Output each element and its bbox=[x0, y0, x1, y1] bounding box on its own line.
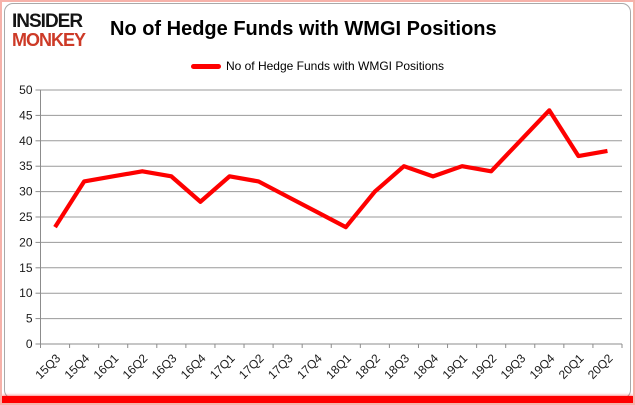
legend-label: No of Hedge Funds with WMGI Positions bbox=[225, 59, 445, 73]
y-axis-tick-label: 0 bbox=[26, 337, 33, 351]
page-title: No of Hedge Funds with WMGI Positions bbox=[110, 18, 497, 40]
x-axis-tick-label: 15Q4 bbox=[62, 351, 93, 382]
series-line bbox=[53, 108, 608, 230]
x-axis-tick-label: 20Q2 bbox=[585, 351, 616, 382]
x-axis-tick-label: 16Q3 bbox=[149, 351, 180, 382]
y-axis-tick-label: 10 bbox=[19, 286, 33, 300]
bottom-red-bar bbox=[2, 396, 633, 403]
x-axis-tick-label: 16Q4 bbox=[178, 351, 209, 382]
y-axis-tick-label: 50 bbox=[19, 83, 33, 97]
y-axis-tick-label: 45 bbox=[19, 108, 33, 122]
x-axis-tick-label: 17Q2 bbox=[236, 351, 267, 382]
y-axis-tick-label: 35 bbox=[19, 159, 33, 173]
x-axis-tick-label: 18Q3 bbox=[381, 351, 412, 382]
y-axis-tick-label: 15 bbox=[19, 261, 33, 275]
x-axis-tick-label: 19Q1 bbox=[440, 351, 471, 382]
x-axis-tick-label: 20Q1 bbox=[556, 351, 587, 382]
x-axis-tick-label: 18Q1 bbox=[323, 351, 354, 382]
x-axis-tick-label: 18Q2 bbox=[352, 351, 383, 382]
y-axis-tick-label: 5 bbox=[26, 312, 33, 326]
insider-monkey-logo: INSIDER MONKEY bbox=[12, 11, 86, 50]
x-axis-tick-label: 17Q1 bbox=[207, 351, 238, 382]
y-axis-tick-label: 30 bbox=[19, 185, 33, 199]
legend-line-icon bbox=[190, 63, 221, 69]
x-axis-tick-label: 19Q2 bbox=[469, 351, 500, 382]
x-axis-tick-label: 18Q4 bbox=[410, 351, 441, 382]
chart-legend: No of Hedge Funds with WMGI Positions bbox=[2, 59, 633, 73]
x-axis-tick-label: 19Q3 bbox=[498, 351, 529, 382]
x-axis-tick-label: 19Q4 bbox=[527, 351, 558, 382]
x-axis-tick-label: 15Q3 bbox=[32, 351, 63, 382]
logo-line-monkey: MONKEY bbox=[12, 29, 86, 50]
x-axis-tick-label: 17Q3 bbox=[265, 351, 296, 382]
x-axis-tick-label: 16Q1 bbox=[91, 351, 122, 382]
logo-line-insider: INSIDER bbox=[12, 11, 83, 32]
x-axis-tick-label: 16Q2 bbox=[120, 351, 151, 382]
y-axis-tick-label: 25 bbox=[19, 210, 33, 224]
y-axis-tick-label: 20 bbox=[19, 235, 33, 249]
y-axis-tick-label: 40 bbox=[19, 134, 33, 148]
x-axis-tick-label: 17Q4 bbox=[294, 351, 325, 382]
